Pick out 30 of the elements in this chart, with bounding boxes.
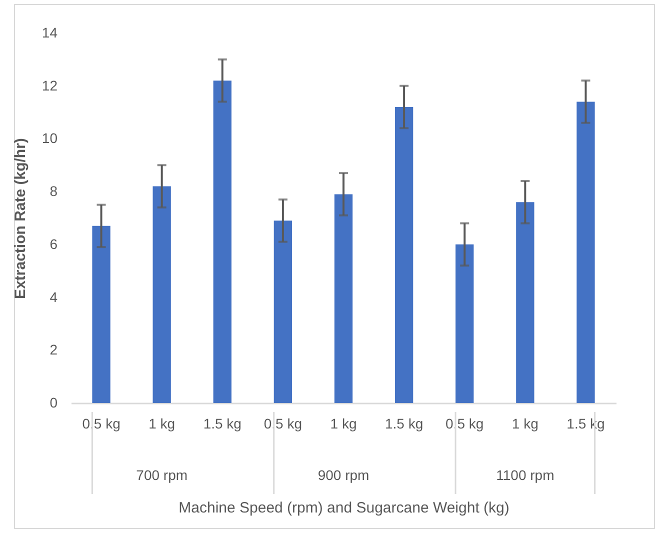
y-tick-label: 0 xyxy=(50,394,58,410)
bar xyxy=(456,244,474,403)
y-tick-label: 12 xyxy=(42,77,58,94)
x-tick-label: 1.5 kg xyxy=(384,416,424,432)
y-tick-label: 14 xyxy=(42,24,58,40)
y-tick-label: 8 xyxy=(50,183,58,200)
text: 700 rpm xyxy=(136,467,188,483)
bar xyxy=(274,220,292,403)
x-tick-label: 1 kg xyxy=(512,416,538,432)
bar xyxy=(213,80,232,403)
bar xyxy=(516,202,534,403)
bar xyxy=(92,226,110,403)
x-axis-title: Machine Speed (rpm) and Sugarcane Weight (kg) xyxy=(178,500,510,516)
bar xyxy=(576,102,595,403)
x-tick-label: 1.5 kg xyxy=(203,416,242,432)
y-tick-label: 10 xyxy=(42,130,58,146)
text: 900 rpm xyxy=(318,467,370,483)
x-tick-label: 1 kg xyxy=(330,416,357,432)
bar xyxy=(334,194,353,403)
y-axis-title: Extraction Rate (kg/hr) xyxy=(12,138,29,299)
x-tick-label: 1 kg xyxy=(148,416,176,432)
y-tick-label: 2 xyxy=(50,342,58,358)
x-tick-label: 0.5 kg xyxy=(82,416,120,432)
y-tick-label: 4 xyxy=(50,288,58,305)
x-tick-label: 0.5 kg xyxy=(446,416,484,432)
bar xyxy=(394,107,414,403)
y-tick-label: 6 xyxy=(50,236,58,252)
bar xyxy=(152,186,171,403)
x-tick-label: 0.5 kg xyxy=(264,416,302,432)
text: 1100 rpm xyxy=(496,467,554,483)
